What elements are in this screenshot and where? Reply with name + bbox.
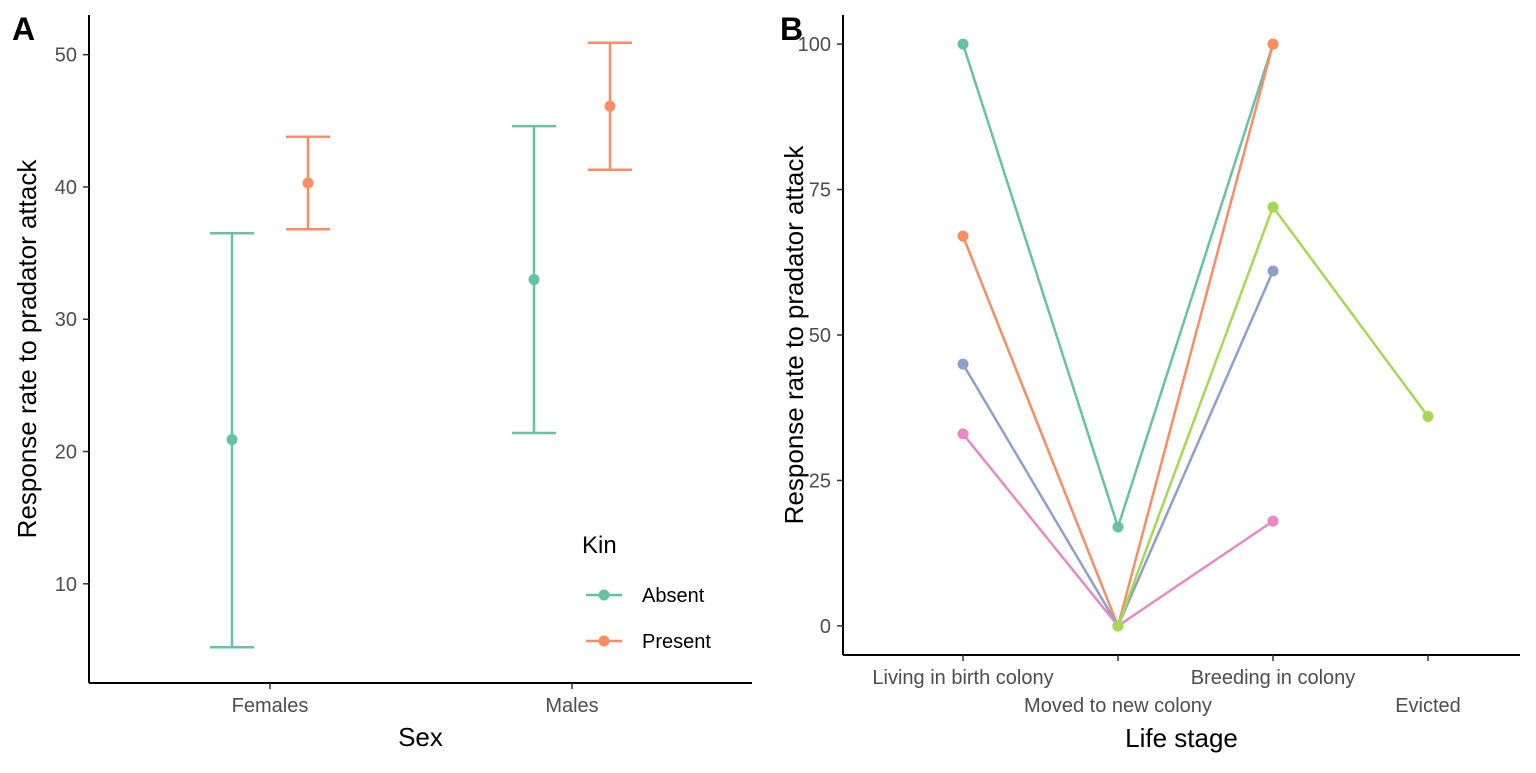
panel-tag-b: B (780, 11, 803, 47)
y-tick-label-b: 75 (809, 180, 831, 202)
series-point-1 (957, 230, 969, 242)
series-point-4 (1422, 410, 1434, 422)
y-tick-label-a: 20 (55, 442, 77, 464)
point-absent (528, 274, 540, 286)
y-tick-label-b: 25 (809, 470, 831, 492)
x-tick-label-b: Evicted (1395, 695, 1461, 717)
y-axis-title-a: Response rate to pradator attack (12, 159, 42, 539)
y-axis-title-b: Response rate to pradator attack (779, 145, 809, 525)
point-absent (226, 434, 238, 446)
legend-title: Kin (582, 532, 617, 559)
series-point-3 (1267, 515, 1279, 527)
y-tick-label-b: 50 (809, 325, 831, 347)
x-axis-title-b: Life stage (1125, 723, 1238, 753)
x-tick-label-a: Males (545, 695, 598, 717)
series-point-0 (1112, 521, 1124, 533)
series-point-0 (957, 38, 969, 50)
y-tick-label-a: 10 (55, 574, 77, 596)
series-point-4 (1112, 620, 1124, 632)
panel-b: 0 25 50 75 100 Living in birth colony Moved to… (779, 15, 1520, 753)
x-tick-label-b: Moved to new colony (1024, 695, 1212, 717)
legend-key-point-absent (598, 589, 610, 601)
panel-tag-a: A (12, 11, 35, 47)
series-line-2 (961, 270, 1275, 628)
series-point-4 (1267, 201, 1279, 213)
y-tick-label-a: 50 (55, 45, 77, 67)
legend-label-present: Present (642, 631, 711, 653)
x-axis-title-a: Sex (398, 722, 443, 752)
y-tick-label-b: 0 (820, 616, 831, 638)
point-present (302, 177, 314, 189)
series-point-2 (957, 358, 969, 370)
series-line-0 (961, 43, 1275, 529)
y-tick-label-b: 100 (798, 34, 831, 56)
x-tick-label-b: Living in birth colony (872, 667, 1053, 689)
x-tick-label-b: Breeding in colony (1191, 667, 1356, 689)
legend-key-point-present (598, 635, 610, 647)
point-present (604, 100, 616, 112)
series-point-2 (1267, 265, 1279, 277)
legend-label-absent: Absent (642, 585, 705, 607)
x-tick-label-a: Females (232, 695, 309, 717)
y-tick-label-a: 40 (55, 177, 77, 199)
panel-a: 10 20 30 40 50 Females Males Sex Response rate t… (12, 15, 752, 752)
y-tick-label-a: 30 (55, 309, 77, 331)
series-point-1 (1267, 38, 1279, 50)
series-point-3 (957, 428, 969, 440)
